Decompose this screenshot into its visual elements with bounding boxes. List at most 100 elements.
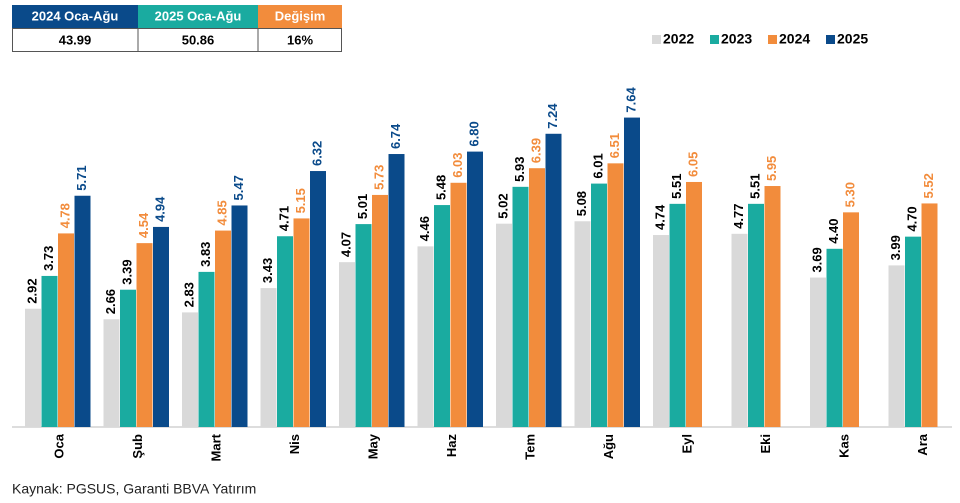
- value-label: 4.07: [339, 232, 354, 257]
- value-label: 7.24: [545, 103, 560, 129]
- value-label: 5.51: [748, 174, 763, 199]
- x-tick-label: May: [365, 433, 380, 459]
- summary-table: 2024 Oca-Ağu 2025 Oca-Ağu Değişim 43.99 …: [12, 5, 342, 52]
- x-tick-label: Şub: [130, 434, 145, 459]
- bar: [182, 312, 198, 427]
- value-label: 5.71: [74, 165, 89, 190]
- value-label: 5.48: [434, 175, 449, 200]
- bar: [388, 154, 405, 427]
- value-label: 5.47: [231, 175, 246, 200]
- legend-swatch: [710, 35, 719, 44]
- value-label: 6.03: [450, 152, 465, 177]
- value-label: 3.83: [198, 242, 213, 267]
- value-label: 5.95: [764, 156, 779, 181]
- value-label: 3.43: [260, 258, 275, 283]
- bar: [748, 203, 764, 427]
- value-row: [12, 28, 342, 52]
- value-label: 3.69: [810, 247, 825, 272]
- header-text: 2024 Oca-Ağu: [32, 8, 119, 23]
- value-label: 6.80: [467, 121, 482, 146]
- value-label: 5.73: [372, 165, 387, 190]
- bar: [607, 163, 624, 427]
- bar: [103, 319, 120, 427]
- bar: [764, 186, 781, 427]
- bar: [810, 277, 826, 427]
- value-label: 6.32: [310, 141, 325, 166]
- legend-label: 2023: [721, 31, 752, 47]
- header-cell: [12, 5, 138, 28]
- x-tick-label: Kas: [836, 434, 851, 458]
- x-tick-label: Eki: [758, 434, 773, 454]
- value-label: 3.39: [120, 259, 135, 284]
- value-label: 4.46: [417, 216, 432, 241]
- bar: [198, 271, 215, 427]
- bar: [888, 265, 905, 427]
- bar: [467, 151, 483, 427]
- value-label: 5.08: [574, 191, 589, 216]
- legend-label: 2025: [837, 31, 868, 47]
- legend-swatch: [826, 35, 835, 44]
- bar: [545, 133, 562, 427]
- x-tick-label: Ağu: [601, 434, 616, 459]
- value-label: 7.64: [624, 87, 639, 113]
- x-tick-label: Ara: [915, 433, 930, 455]
- header-text: Değişim: [275, 8, 326, 23]
- bar: [417, 246, 434, 427]
- value-label: 4.71: [277, 206, 292, 231]
- bar: [529, 168, 545, 427]
- value-label: 5.15: [293, 188, 308, 213]
- legend-label: 2024: [779, 31, 810, 47]
- value-label: 4.54: [136, 212, 151, 238]
- value-label: 5.02: [496, 193, 511, 218]
- bar: [686, 181, 702, 427]
- cell-text: 43.99: [59, 32, 92, 47]
- value-label: 3.99: [888, 235, 903, 260]
- value-label: 4.94: [153, 196, 168, 222]
- bar: [434, 205, 450, 427]
- bar: [293, 218, 310, 427]
- value-label: 2.83: [182, 282, 197, 307]
- value-label: 5.30: [843, 182, 858, 207]
- x-tick-label: Nis: [287, 434, 302, 454]
- bar: [921, 203, 938, 427]
- bar: [339, 262, 355, 427]
- x-tick-label: Haz: [444, 434, 459, 458]
- value-label: 4.77: [731, 204, 746, 229]
- bar: [260, 288, 277, 427]
- header-text: 2025 Oca-Ağu: [155, 8, 242, 23]
- value-label: 4.78: [58, 203, 73, 228]
- cell-text: 16%: [287, 32, 313, 47]
- bar: [512, 186, 529, 427]
- value-label: 5.93: [512, 157, 527, 182]
- bar: [591, 183, 607, 427]
- bar: [215, 230, 231, 427]
- bar: [74, 195, 91, 427]
- bar: [624, 117, 640, 427]
- legend-swatch: [768, 35, 777, 44]
- bar: [310, 171, 326, 427]
- value-label: 6.01: [591, 153, 606, 178]
- source: Kaynak: PGSUS, Garanti BBVA Yatırım: [12, 481, 256, 497]
- x-tick-label: Mart: [208, 433, 223, 461]
- value-label: 6.74: [388, 123, 403, 149]
- bar: [58, 233, 74, 427]
- bar: [653, 235, 669, 427]
- value-label: 4.85: [215, 200, 230, 225]
- value-label: 6.05: [686, 152, 701, 177]
- bar: [41, 275, 58, 427]
- value-label: 5.52: [921, 173, 936, 198]
- value-label: 6.51: [607, 133, 622, 158]
- bar: [120, 289, 136, 427]
- bar: [450, 182, 467, 427]
- bar: [496, 223, 512, 427]
- value-label: 4.70: [905, 206, 920, 231]
- value-label: 4.40: [826, 218, 841, 243]
- bar: [277, 236, 293, 427]
- bar: [731, 233, 748, 427]
- bar: [231, 205, 248, 427]
- value-label: 6.39: [529, 138, 544, 163]
- value-label: 5.51: [669, 174, 684, 199]
- value-label: 2.66: [103, 289, 118, 314]
- x-tick-label: Oca: [51, 433, 66, 458]
- legend-swatch: [652, 35, 661, 44]
